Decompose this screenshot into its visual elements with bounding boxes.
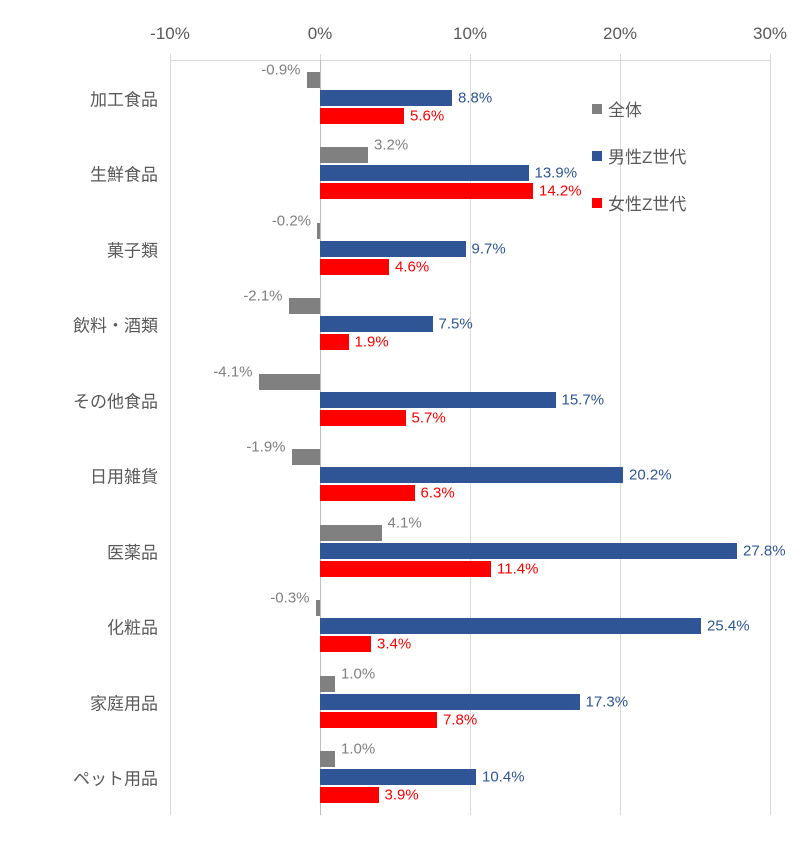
legend-label: 女性Z世代 bbox=[608, 190, 686, 215]
legend: 全体男性Z世代女性Z世代 bbox=[592, 96, 686, 237]
bar-value-label: -0.3% bbox=[270, 590, 309, 607]
bar-value-label: 8.8% bbox=[458, 89, 492, 106]
chart-container: -0.9% 8.8% 5.6%3.2% 13.9%14.2% -0.2% 9.7% 4.6%… bbox=[0, 0, 800, 841]
category-label: 日用雑貨 bbox=[90, 463, 158, 488]
legend-entry: 全体 bbox=[592, 96, 686, 121]
category-label: 医薬品 bbox=[107, 538, 158, 563]
bar bbox=[320, 485, 415, 501]
bar-value-label: 20.2% bbox=[629, 467, 672, 484]
bar-value-label: 5.7% bbox=[412, 409, 446, 426]
bar bbox=[320, 467, 623, 483]
category-label: 菓子類 bbox=[107, 236, 158, 261]
category-label: その他食品 bbox=[73, 387, 158, 412]
category-label: 加工食品 bbox=[90, 85, 158, 110]
bar bbox=[320, 183, 533, 199]
legend-swatch bbox=[592, 151, 602, 161]
bar-value-label: 1.0% bbox=[341, 665, 375, 682]
gridline bbox=[170, 60, 171, 815]
bar-value-label: 1.0% bbox=[341, 741, 375, 758]
bar bbox=[320, 90, 452, 106]
bar-value-label: 25.4% bbox=[707, 618, 750, 635]
x-axis-label: 30% bbox=[753, 24, 787, 44]
bar bbox=[320, 787, 379, 803]
bar-value-label: -0.9% bbox=[261, 61, 300, 78]
bar-value-label: -1.9% bbox=[246, 439, 285, 456]
bar bbox=[289, 298, 321, 314]
bar bbox=[320, 561, 491, 577]
bar bbox=[320, 525, 382, 541]
bar-value-label: 11.4% bbox=[497, 560, 538, 577]
bar bbox=[320, 316, 433, 332]
bar bbox=[320, 694, 580, 710]
bar bbox=[320, 334, 349, 350]
legend-entry: 女性Z世代 bbox=[592, 190, 686, 215]
bar-value-label: 7.5% bbox=[439, 316, 473, 333]
bar bbox=[320, 410, 406, 426]
tick-mark bbox=[320, 54, 321, 60]
bar bbox=[320, 147, 368, 163]
bar bbox=[320, 636, 371, 652]
tick-mark bbox=[470, 54, 471, 60]
bar bbox=[320, 241, 466, 257]
bar bbox=[320, 259, 389, 275]
bar bbox=[320, 165, 529, 181]
bar bbox=[320, 712, 437, 728]
x-axis-label: -10% bbox=[150, 24, 190, 44]
bar bbox=[316, 600, 321, 616]
bar-value-label: 9.7% bbox=[472, 240, 506, 257]
legend-entry: 男性Z世代 bbox=[592, 143, 686, 168]
bar-value-label: 5.6% bbox=[410, 107, 444, 124]
bar-value-label: -0.2% bbox=[272, 212, 311, 229]
legend-label: 男性Z世代 bbox=[608, 143, 686, 168]
bar-value-label: 7.8% bbox=[443, 711, 477, 728]
category-label: 飲料・酒類 bbox=[73, 312, 158, 337]
bar bbox=[320, 751, 335, 767]
gridline bbox=[770, 60, 771, 815]
legend-swatch bbox=[592, 104, 602, 114]
bar-value-label: 27.8% bbox=[743, 542, 786, 559]
category-label: 家庭用品 bbox=[90, 689, 158, 714]
bar-value-label: 3.9% bbox=[385, 787, 419, 804]
bar-value-label: 4.6% bbox=[395, 258, 429, 275]
bar bbox=[259, 374, 321, 390]
bar-value-label: 3.2% bbox=[374, 137, 408, 154]
bar bbox=[292, 449, 321, 465]
bar-value-label: -4.1% bbox=[213, 363, 252, 380]
bar bbox=[320, 676, 335, 692]
legend-label: 全体 bbox=[608, 96, 642, 121]
bar-value-label: 6.3% bbox=[421, 485, 455, 502]
category-label: ペット用品 bbox=[73, 765, 158, 790]
bar-value-label: 13.9% bbox=[535, 165, 578, 182]
bar bbox=[320, 108, 404, 124]
bar bbox=[320, 543, 737, 559]
category-label: 化粧品 bbox=[107, 614, 158, 639]
tick-mark bbox=[770, 54, 771, 60]
bar-value-label: 1.9% bbox=[355, 334, 389, 351]
bar bbox=[307, 72, 321, 88]
bar-value-label: 10.4% bbox=[482, 769, 525, 786]
bar-value-label: -2.1% bbox=[243, 288, 282, 305]
tick-mark bbox=[170, 54, 171, 60]
bar-value-label: 17.3% bbox=[586, 693, 629, 710]
bar-value-label: 15.7% bbox=[562, 391, 605, 408]
bar-value-label: 4.1% bbox=[388, 514, 422, 531]
bar-value-label: 14.2% bbox=[539, 183, 582, 200]
category-label: 生鮮食品 bbox=[90, 161, 158, 186]
x-axis-label: 10% bbox=[453, 24, 487, 44]
bar bbox=[317, 223, 320, 239]
legend-swatch bbox=[592, 198, 602, 208]
bar bbox=[320, 769, 476, 785]
bar bbox=[320, 392, 556, 408]
x-axis-label: 20% bbox=[603, 24, 637, 44]
bar-value-label: 3.4% bbox=[377, 636, 411, 653]
x-axis-label: 0% bbox=[308, 24, 333, 44]
tick-mark bbox=[620, 54, 621, 60]
bar bbox=[320, 618, 701, 634]
